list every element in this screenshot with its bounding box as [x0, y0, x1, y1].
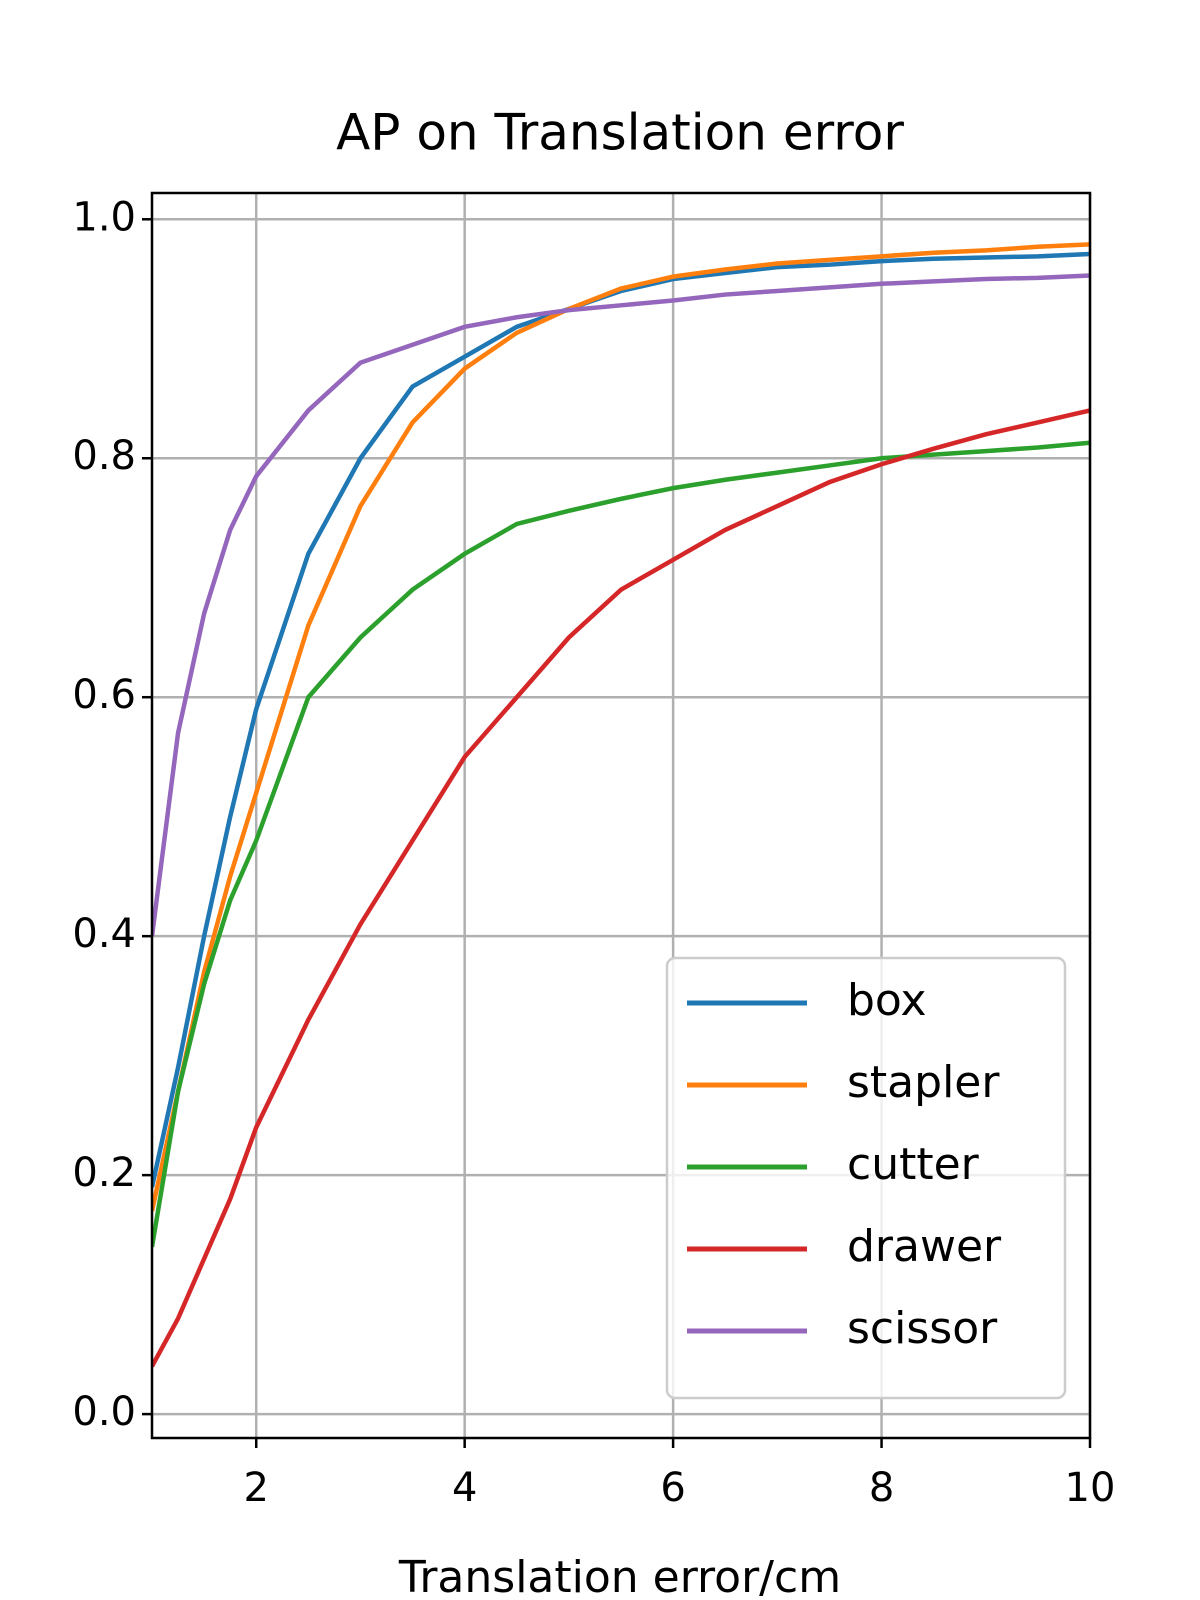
x-tick-label: 2: [243, 1465, 268, 1511]
legend-label: scissor: [847, 1303, 998, 1354]
chart-title: AP on Translation error: [336, 104, 904, 162]
x-tick-label: 6: [660, 1465, 685, 1511]
legend-label: stapler: [847, 1057, 1000, 1108]
legend-label: drawer: [847, 1221, 1002, 1272]
legend-label: cutter: [847, 1139, 980, 1190]
y-tick-label: 0.8: [72, 433, 136, 479]
line-series: [152, 273, 1090, 937]
x-tick-label: 4: [452, 1465, 477, 1511]
y-tick-label: 0.4: [72, 911, 136, 957]
y-tick-label: 0.6: [72, 672, 136, 718]
y-tick-label: 1.0: [72, 194, 136, 240]
y-tick-label: 0.2: [72, 1150, 136, 1196]
y-tick-label: 0.0: [72, 1389, 136, 1435]
x-tick-label: 8: [869, 1465, 894, 1511]
plot-frame: [150, 191, 1092, 1440]
line-series: [152, 408, 1090, 1368]
x-tick-label: 10: [1065, 1465, 1116, 1511]
x-axis-label: Translation error/cm: [398, 1552, 841, 1600]
legend-label: box: [847, 975, 927, 1026]
legend-box: [665, 956, 1067, 1400]
